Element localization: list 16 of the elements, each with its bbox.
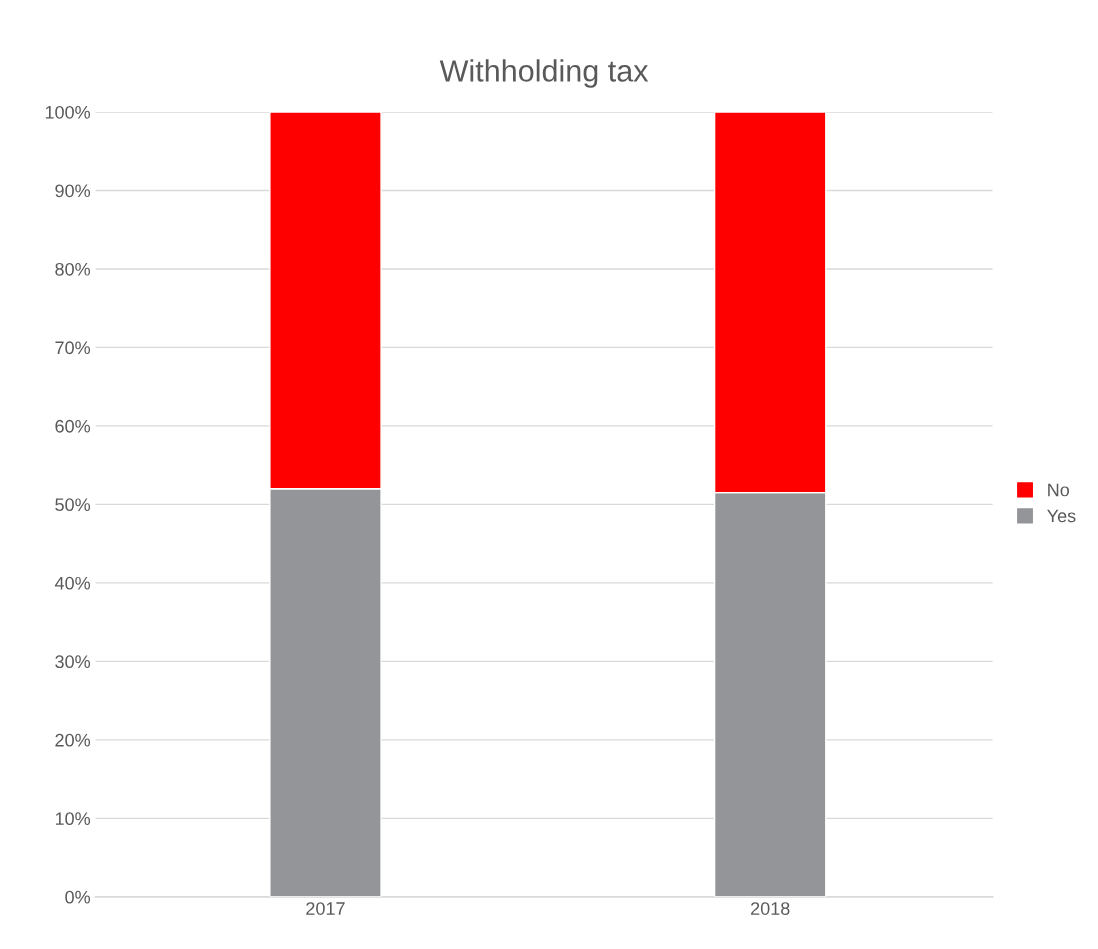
legend-label: Yes xyxy=(1047,509,1076,523)
y-tick-label: 20% xyxy=(55,733,91,747)
x-tick-label: 2017 xyxy=(306,902,345,915)
y-tick-label: 30% xyxy=(55,655,91,669)
x-tick-label: 2018 xyxy=(751,902,790,915)
legend-label: No xyxy=(1048,483,1070,497)
chart-title: Withholding tax xyxy=(439,59,649,88)
y-tick-label: 90% xyxy=(55,184,91,198)
y-tick-label: 50% xyxy=(55,498,91,512)
y-tick-label: 100% xyxy=(45,105,91,119)
y-tick-label: 60% xyxy=(55,419,91,433)
y-tick-label: 40% xyxy=(54,576,91,590)
y-tick-label: 80% xyxy=(55,262,91,276)
y-tick-label: 70% xyxy=(55,341,91,355)
y-tick-label: 0% xyxy=(65,890,91,904)
y-tick-label: 10% xyxy=(55,812,91,826)
